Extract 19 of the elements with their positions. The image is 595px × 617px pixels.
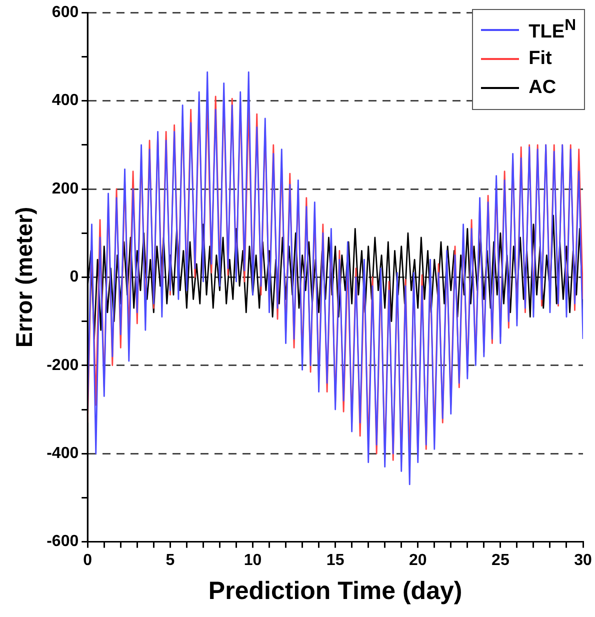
y-tick-label: 600 [52,4,79,22]
y-tick-label: 400 [52,92,79,110]
x-tick-label: 30 [574,552,592,569]
y-tick-label: -600 [46,533,79,550]
x-tick-label: 5 [166,552,175,569]
x-axis-title: Prediction Time (day) [208,576,462,605]
x-tick-label: 20 [408,552,427,569]
y-tick-label: -400 [46,445,79,462]
y-axis-title: Error (meter) [11,206,38,348]
y-tick-label: -200 [46,356,79,374]
y-tick-label: 200 [52,180,79,198]
x-tick-label: 25 [492,552,510,569]
x-tick-label: 15 [326,552,344,569]
legend-label: AC [528,77,556,100]
x-tick-label: 10 [244,552,262,569]
legend-label: Fit [528,48,552,70]
legend-label: TLE$^{N}$ [528,16,576,44]
x-tick-label: 0 [83,552,92,569]
y-tick-label: 0 [70,268,79,286]
